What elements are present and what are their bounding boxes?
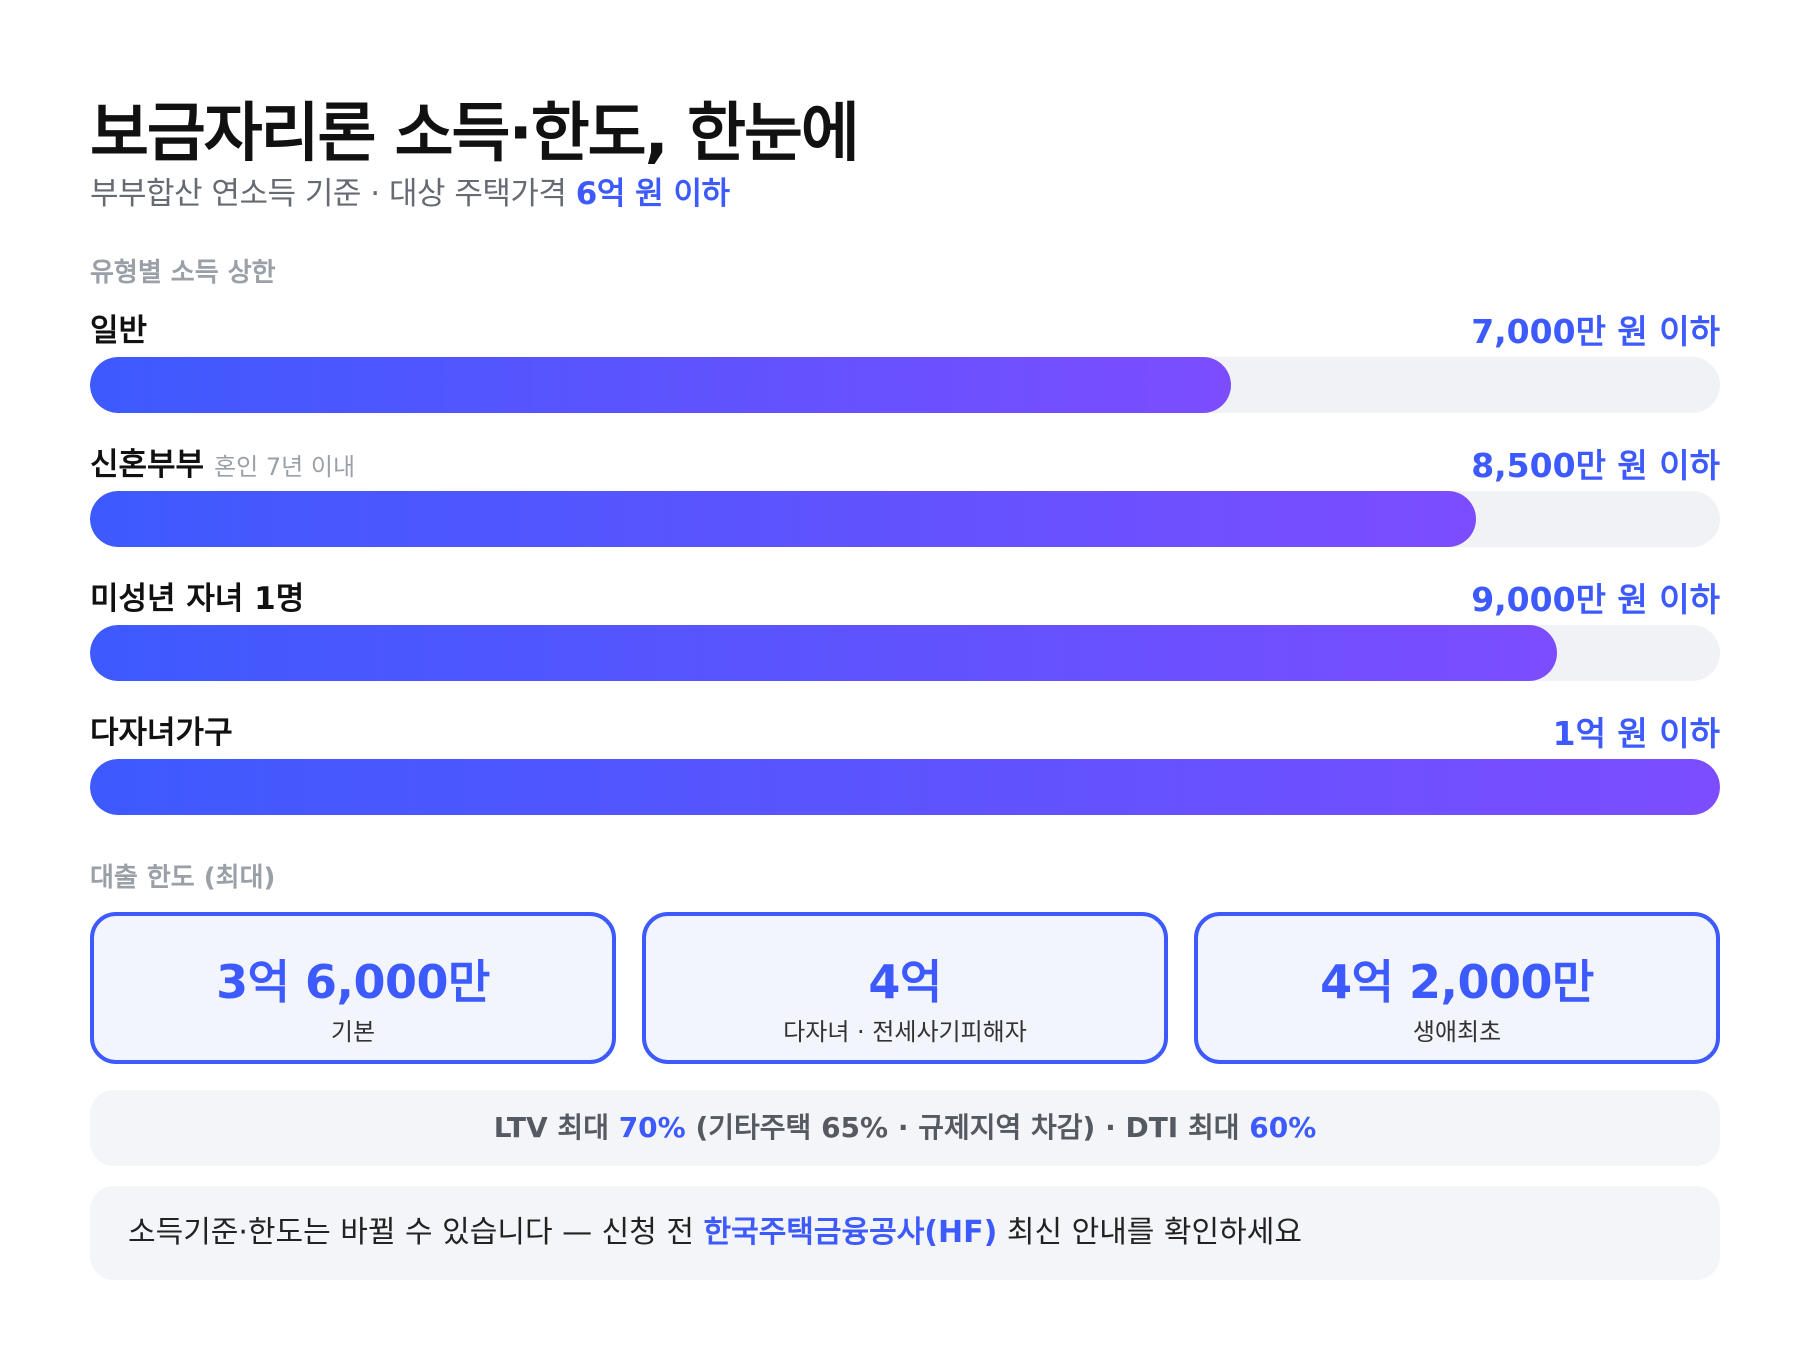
income-row-newlyweds: 신혼부부 혼인 7년 이내 8,500만 원 이하 bbox=[90, 439, 1720, 549]
progress-track bbox=[90, 357, 1720, 413]
dti-value: 60% bbox=[1249, 1111, 1317, 1144]
progress-fill bbox=[90, 491, 1476, 547]
notice-text: 소득기준·한도는 바뀔 수 있습니다 — 신청 전 bbox=[128, 1215, 704, 1250]
ltv-dti-info: LTV 최대 70% (기타주택 65% · 규제지역 차감) · DTI 최대… bbox=[90, 1090, 1720, 1166]
progress-track bbox=[90, 759, 1720, 815]
row-label-text: 일반 bbox=[90, 313, 148, 349]
progress-fill bbox=[90, 357, 1231, 413]
page-subtitle: 부부합산 연소득 기준 · 대상 주택가격 6억 원 이하 bbox=[90, 168, 730, 213]
row-note: 혼인 7년 이내 bbox=[214, 453, 356, 481]
income-row-one-child: 미성년 자녀 1명 9,000만 원 이하 bbox=[90, 573, 1720, 683]
income-row-value: 9,000만 원 이하 bbox=[1471, 580, 1720, 619]
loan-cards: 3억 6,000만 기본 4억 다자녀 · 전세사기피해자 4억 2,000만 … bbox=[90, 912, 1720, 1064]
income-row-label: 다자녀가구 bbox=[90, 707, 233, 752]
page-title: 보금자리론 소득·한도, 한눈에 bbox=[90, 97, 860, 171]
loan-card-value: 4억 2,000만 bbox=[1320, 955, 1594, 1009]
loan-card-label: 생애최초 bbox=[1412, 1018, 1502, 1046]
notice-accent: 한국주택금융공사(HF) bbox=[703, 1215, 998, 1250]
income-section-label: 유형별 소득 상한 bbox=[90, 258, 276, 288]
ltv-text: LTV 최대 bbox=[493, 1111, 619, 1144]
ltv-value: 70% bbox=[618, 1111, 686, 1144]
loan-card-value: 3억 6,000만 bbox=[216, 955, 490, 1009]
income-row-label: 일반 bbox=[90, 305, 147, 350]
loan-card-basic: 3억 6,000만 기본 bbox=[90, 912, 616, 1064]
income-row-general: 일반 7,000만 원 이하 bbox=[90, 305, 1720, 415]
income-row-label: 미성년 자녀 1명 bbox=[90, 573, 304, 618]
notice-text-end: 최신 안내를 확인하세요 bbox=[997, 1215, 1302, 1250]
row-label-text: 다자녀가구 bbox=[90, 715, 233, 751]
income-row-value: 1억 원 이하 bbox=[1552, 714, 1720, 753]
progress-track bbox=[90, 491, 1720, 547]
ltv-detail-text: (기타주택 65% · 규제지역 차감) · DTI 최대 bbox=[685, 1111, 1250, 1144]
income-row-value: 7,000만 원 이하 bbox=[1471, 312, 1720, 351]
loan-card-value: 4억 bbox=[868, 955, 942, 1009]
row-label-text: 신혼부부 bbox=[90, 447, 205, 483]
progress-fill bbox=[90, 759, 1720, 815]
subtitle-accent: 6억 원 이하 bbox=[575, 176, 730, 212]
loan-card-first-time: 4억 2,000만 생애최초 bbox=[1194, 912, 1720, 1064]
progress-fill bbox=[90, 625, 1557, 681]
loan-card-label: 기본 bbox=[330, 1018, 376, 1046]
income-row-value: 8,500만 원 이하 bbox=[1471, 446, 1720, 485]
income-row-label: 신혼부부 혼인 7년 이내 bbox=[90, 439, 355, 484]
loan-card-label: 다자녀 · 전세사기피해자 bbox=[783, 1018, 1027, 1046]
loan-section-label: 대출 한도 (최대) bbox=[90, 863, 276, 893]
notice-box: 소득기준·한도는 바뀔 수 있습니다 — 신청 전 한국주택금융공사(HF) 최… bbox=[90, 1186, 1720, 1280]
loan-card-multi-child: 4억 다자녀 · 전세사기피해자 bbox=[642, 912, 1168, 1064]
subtitle-text: 부부합산 연소득 기준 · 대상 주택가격 bbox=[90, 176, 576, 212]
income-row-multi-child: 다자녀가구 1억 원 이하 bbox=[90, 707, 1720, 817]
row-label-text: 미성년 자녀 1명 bbox=[90, 581, 305, 617]
progress-track bbox=[90, 625, 1720, 681]
